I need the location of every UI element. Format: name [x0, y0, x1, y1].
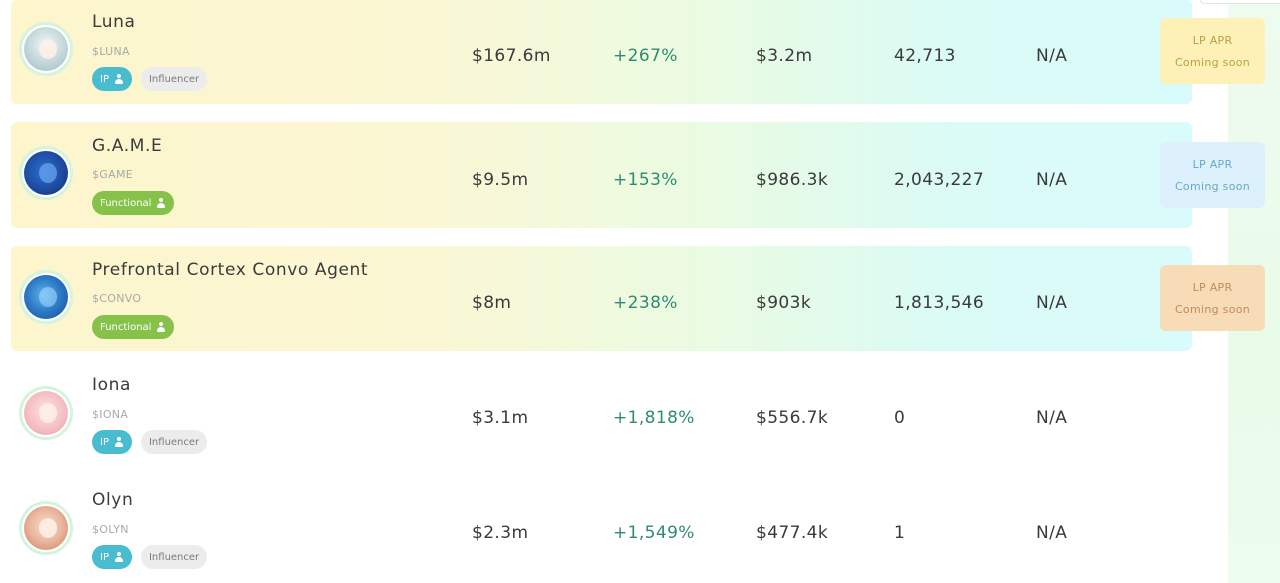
agent-ticker: $GAME — [92, 168, 133, 181]
market-cap: $3.1m — [472, 408, 529, 428]
holders: 42,713 — [894, 46, 956, 66]
agent-ticker: $LUNA — [92, 45, 130, 58]
market-cap: $8m — [472, 293, 512, 313]
change-percent: +238% — [613, 293, 678, 313]
functional-tag: Functional — [92, 315, 175, 339]
volume: $903k — [756, 293, 812, 313]
lp-apr-badge[interactable]: LP APR Coming soon — [1160, 142, 1265, 208]
ip-tag: IP — [92, 67, 132, 91]
lp-apr-status: Coming soon — [1174, 179, 1251, 193]
table-row[interactable]: Olyn $OLYN IP Influencer $2.3m +1,549% $… — [11, 479, 1192, 583]
person-icon — [156, 322, 166, 332]
extra-value: N/A — [1036, 46, 1068, 66]
agent-name[interactable]: Iona — [92, 375, 132, 395]
change-percent: +153% — [613, 170, 678, 190]
avatar — [19, 386, 73, 440]
agent-ticker: $CONVO — [92, 292, 142, 305]
avatar — [19, 22, 73, 76]
lp-apr-badge[interactable]: LP APR Coming soon — [1160, 18, 1265, 84]
person-icon — [114, 74, 124, 84]
market-cap: $2.3m — [472, 523, 529, 543]
volume: $986.3k — [756, 170, 829, 190]
avatar — [19, 501, 73, 555]
lp-apr-title: LP APR — [1192, 33, 1233, 47]
person-icon — [114, 437, 124, 447]
volume: $3.2m — [756, 46, 813, 66]
holders: 2,043,227 — [894, 170, 985, 190]
table-row[interactable]: G.A.M.E $GAME Functional $9.5m +153% $98… — [11, 122, 1192, 228]
avatar — [19, 146, 73, 200]
table-row[interactable]: Iona $IONA IP Influencer $3.1m +1,818% $… — [11, 364, 1192, 470]
holders: 1 — [894, 523, 906, 543]
functional-tag: Functional — [92, 191, 175, 215]
volume: $477.4k — [756, 523, 829, 543]
extra-value: N/A — [1036, 523, 1068, 543]
lp-apr-title: LP APR — [1192, 280, 1233, 294]
agent-name[interactable]: G.A.M.E — [92, 136, 163, 156]
extra-value: N/A — [1036, 293, 1068, 313]
extra-value: N/A — [1036, 408, 1068, 428]
agent-ticker: $OLYN — [92, 523, 129, 536]
influencer-tag: Influencer — [140, 430, 208, 454]
lp-apr-title: LP APR — [1192, 157, 1233, 171]
lp-apr-status: Coming soon — [1174, 302, 1251, 316]
influencer-tag: Influencer — [140, 545, 208, 569]
table-row[interactable]: Luna $LUNA IP Influencer $167.6m +267% $… — [11, 0, 1192, 104]
market-cap: $9.5m — [472, 170, 529, 190]
dropdown-edge — [1200, 0, 1280, 4]
holders: 0 — [894, 408, 906, 428]
person-icon — [114, 552, 124, 562]
market-cap: $167.6m — [472, 46, 551, 66]
agent-name[interactable]: Luna — [92, 12, 136, 32]
person-icon — [156, 198, 166, 208]
agent-name[interactable]: Prefrontal Cortex Convo Agent — [92, 260, 369, 280]
ip-tag: IP — [92, 430, 132, 454]
agent-name[interactable]: Olyn — [92, 490, 134, 510]
lp-apr-status: Coming soon — [1174, 55, 1251, 69]
holders: 1,813,546 — [894, 293, 985, 313]
extra-value: N/A — [1036, 170, 1068, 190]
change-percent: +1,549% — [613, 523, 695, 543]
influencer-tag: Influencer — [140, 67, 208, 91]
avatar — [19, 270, 73, 324]
table-row[interactable]: Prefrontal Cortex Convo Agent $CONVO Fun… — [11, 246, 1192, 351]
change-percent: +267% — [613, 46, 678, 66]
agent-ticker: $IONA — [92, 408, 129, 421]
lp-apr-badge[interactable]: LP APR Coming soon — [1160, 265, 1265, 331]
ip-tag: IP — [92, 545, 132, 569]
change-percent: +1,818% — [613, 408, 695, 428]
volume: $556.7k — [756, 408, 829, 428]
